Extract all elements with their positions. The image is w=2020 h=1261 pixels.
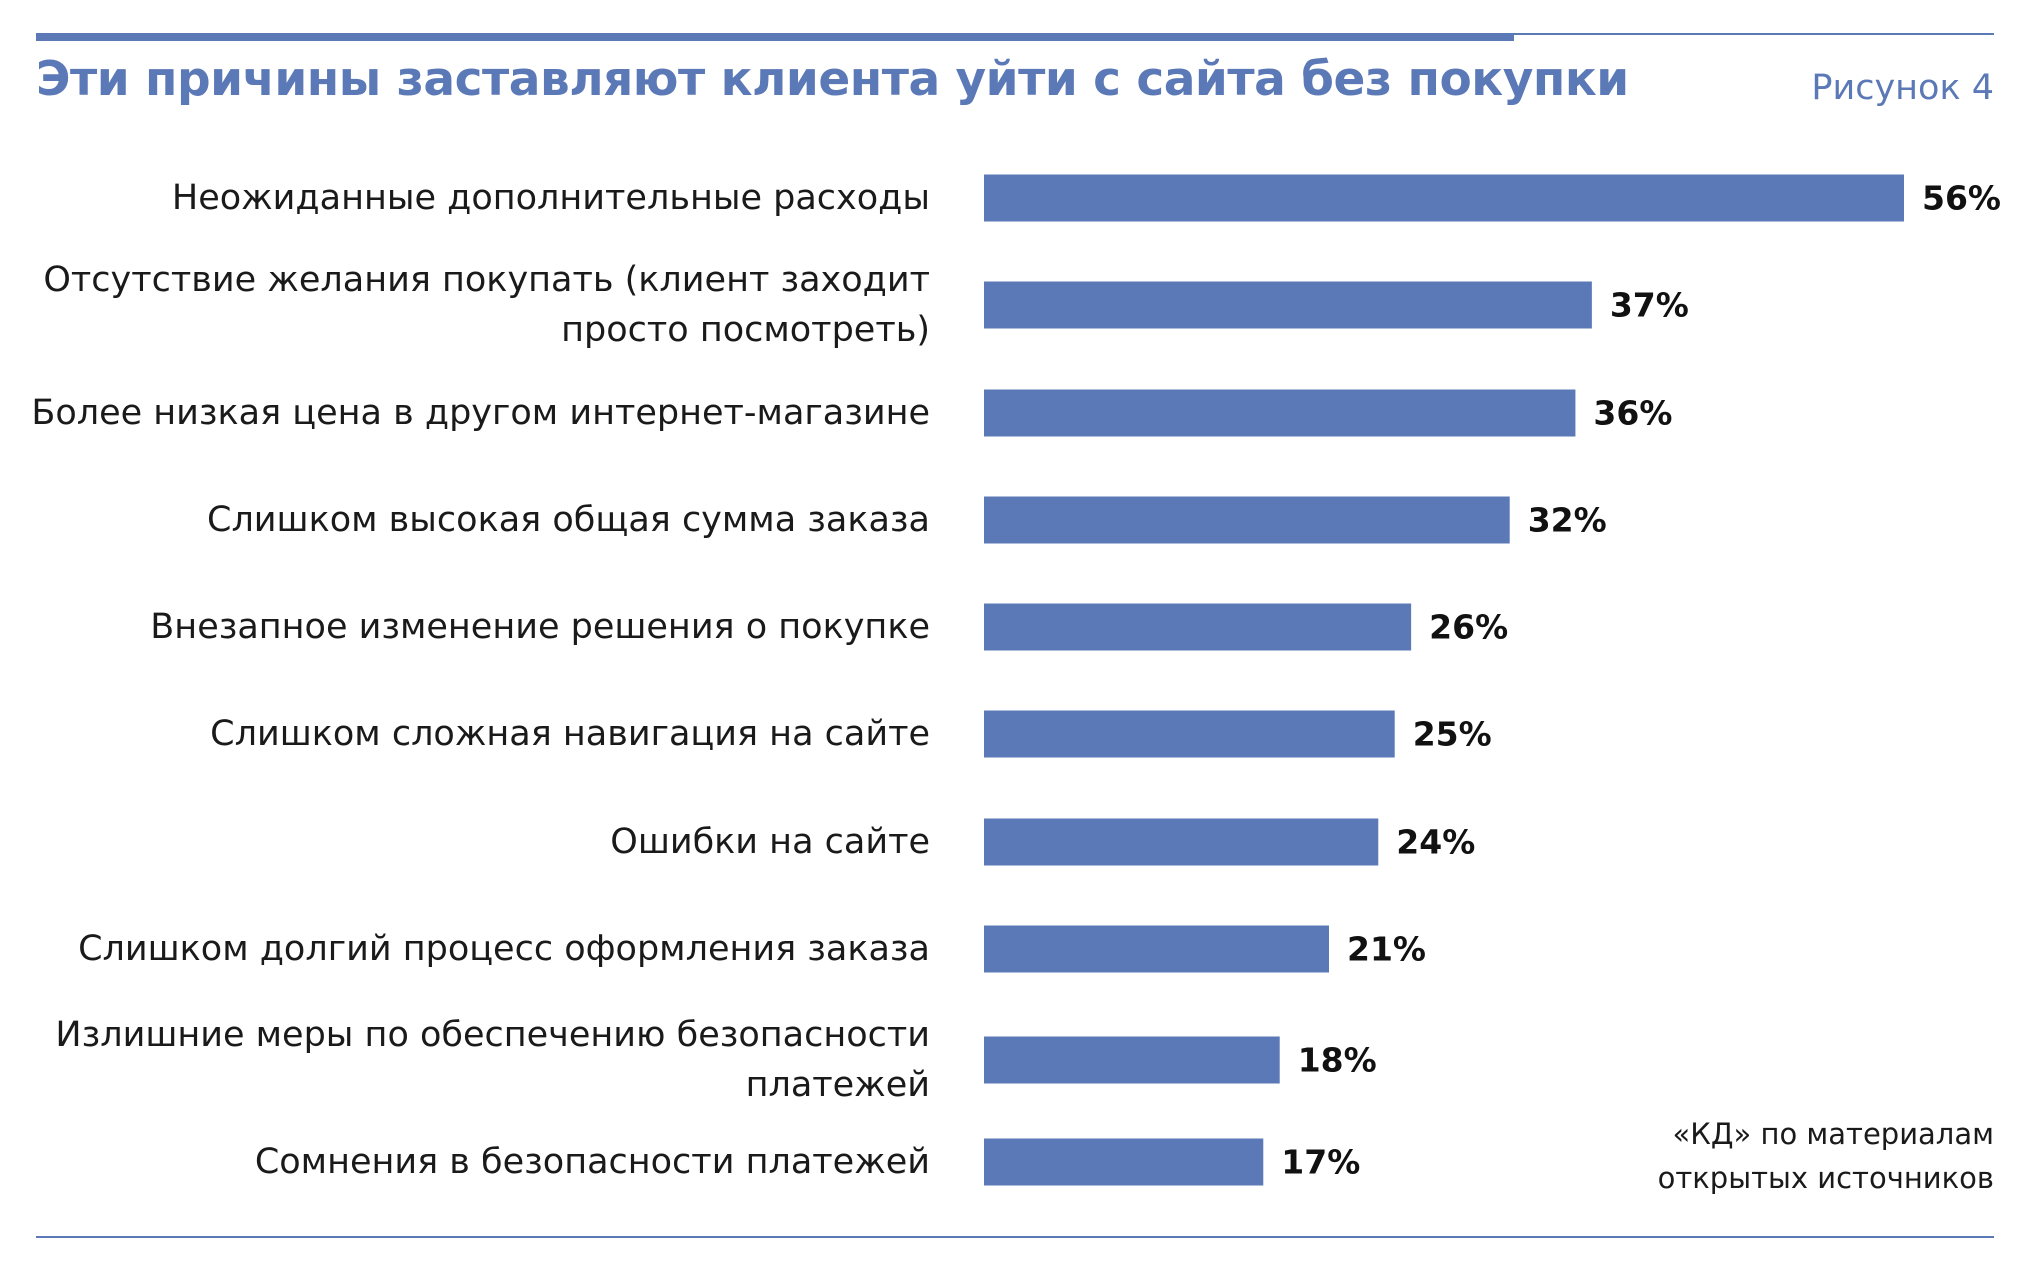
category-label-4: Слишком высокая общая сумма заказа (207, 500, 930, 540)
bar-4 (984, 496, 1510, 544)
value-label-6: 25% (1413, 715, 1492, 754)
category-label-10: Сомнения в безопасности платежей (255, 1142, 930, 1182)
bar-8 (984, 925, 1329, 973)
value-label-10: 17% (1281, 1143, 1360, 1182)
value-label-2: 37% (1610, 286, 1689, 325)
top-rule-thin (1514, 33, 1994, 35)
value-label-4: 32% (1528, 501, 1607, 540)
bar-7 (984, 818, 1379, 866)
category-label-6: Слишком сложная навигация на сайте (210, 714, 930, 754)
category-label-2-line-1: Отсутствие желания покупать (клиент захо… (43, 260, 930, 300)
figure-label: Рисунок 4 (1811, 68, 1994, 108)
value-label-9: 18% (1298, 1041, 1377, 1080)
bar-9 (984, 1036, 1280, 1084)
category-label-1: Неожиданные дополнительные расходы (172, 178, 930, 218)
top-rule (36, 33, 1514, 41)
category-label-5: Внезапное изменение решения о покупке (150, 607, 930, 647)
category-label-9-line-2: платежей (746, 1065, 930, 1105)
category-label-7: Ошибки на сайте (610, 822, 930, 862)
source-line-2: открытых источников (1657, 1161, 1994, 1195)
bar-3 (984, 389, 1576, 437)
category-label-2-line-2: просто посмотреть) (561, 310, 930, 350)
bar-6 (984, 710, 1395, 758)
bottom-rule (36, 1236, 1994, 1238)
category-label-3: Более низкая цена в другом интернет-мага… (31, 393, 930, 433)
value-label-8: 21% (1347, 930, 1426, 969)
value-label-7: 24% (1396, 823, 1475, 862)
source-note: «КД» по материалам открытых источников (1658, 1112, 1994, 1200)
bar-1 (984, 174, 1904, 222)
value-label-5: 26% (1429, 608, 1508, 647)
chart-title: Эти причины заставляют клиента уйти с са… (36, 52, 1629, 107)
bar-5 (984, 603, 1412, 651)
bar-10 (984, 1138, 1264, 1186)
value-label-1: 56% (1922, 179, 2001, 218)
value-label-3: 36% (1593, 394, 1672, 433)
source-line-1: «КД» по материалам (1672, 1117, 1994, 1151)
category-label-9-line-1: Излишние меры по обеспечению безопасност… (55, 1015, 930, 1055)
bar-2 (984, 281, 1592, 329)
category-label-8: Слишком долгий процесс оформления заказа (78, 929, 930, 969)
